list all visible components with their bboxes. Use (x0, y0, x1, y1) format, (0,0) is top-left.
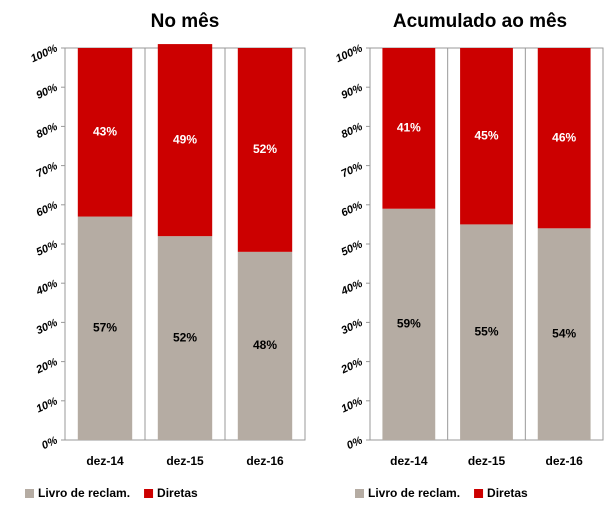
x-tick-label: dez-14 (390, 454, 428, 468)
x-tick-label: dez-16 (545, 454, 583, 468)
y-tick-label: 90% (34, 82, 59, 102)
x-tick-label: dez-15 (468, 454, 506, 468)
y-tick-label: 70% (34, 160, 59, 180)
data-label: 55% (474, 324, 498, 338)
legend-label: Diretas (487, 486, 528, 500)
bar-segment (460, 224, 513, 440)
legend-label: Livro de reclam. (368, 486, 460, 500)
y-tick-label: 10% (34, 395, 59, 415)
y-tick-label: 0% (40, 434, 60, 452)
data-label: 48% (253, 338, 277, 352)
bar-segment (237, 48, 293, 252)
legend-label: Diretas (157, 486, 198, 500)
legend-swatch (355, 489, 364, 498)
y-tick-label: 20% (34, 356, 60, 377)
data-label: 57% (93, 320, 117, 334)
y-tick-label: 30% (339, 317, 364, 337)
bar-segment (237, 251, 293, 440)
y-tick-label: 30% (34, 317, 59, 337)
bar-segment (77, 48, 133, 217)
bar-segment (157, 236, 213, 440)
data-label: 54% (552, 326, 576, 340)
y-tick-label: 50% (339, 238, 364, 258)
data-label: 45% (474, 128, 498, 142)
x-tick-label: dez-14 (86, 454, 124, 468)
data-label: 52% (173, 330, 197, 344)
y-tick-label: 40% (34, 278, 60, 299)
legend-label: Livro de reclam. (38, 486, 130, 500)
y-tick-label: 10% (339, 395, 364, 415)
bar-segment (77, 216, 133, 440)
legend-swatch (25, 489, 34, 498)
data-label: 43% (93, 124, 117, 138)
bar-segment (157, 44, 213, 237)
data-label: 59% (397, 317, 421, 331)
chart-title: No mês (151, 11, 220, 32)
y-tick-label: 100% (334, 42, 365, 65)
data-label: 49% (173, 132, 197, 146)
y-tick-label: 90% (339, 82, 364, 102)
bar-segment (537, 48, 591, 229)
y-tick-label: 80% (339, 121, 364, 141)
chart-title: Acumulado ao mês (393, 11, 567, 32)
data-label: 52% (253, 142, 277, 156)
data-label: 46% (552, 130, 576, 144)
y-tick-label: 40% (339, 278, 365, 299)
y-tick-label: 50% (34, 238, 59, 258)
x-tick-label: dez-16 (246, 454, 284, 468)
bar-segment (537, 228, 591, 440)
bar-segment (382, 208, 436, 440)
y-tick-label: 80% (34, 121, 59, 141)
bar-segment (460, 48, 513, 225)
bar-segment (382, 48, 436, 209)
y-tick-label: 20% (339, 356, 365, 377)
y-tick-label: 0% (345, 434, 365, 452)
x-tick-label: dez-15 (166, 454, 204, 468)
y-tick-label: 70% (339, 160, 364, 180)
y-tick-label: 60% (339, 199, 364, 219)
y-tick-label: 60% (34, 199, 59, 219)
legend-swatch (474, 489, 484, 498)
y-tick-label: 100% (29, 42, 60, 65)
legend-swatch (144, 489, 154, 498)
data-label: 41% (397, 121, 421, 135)
